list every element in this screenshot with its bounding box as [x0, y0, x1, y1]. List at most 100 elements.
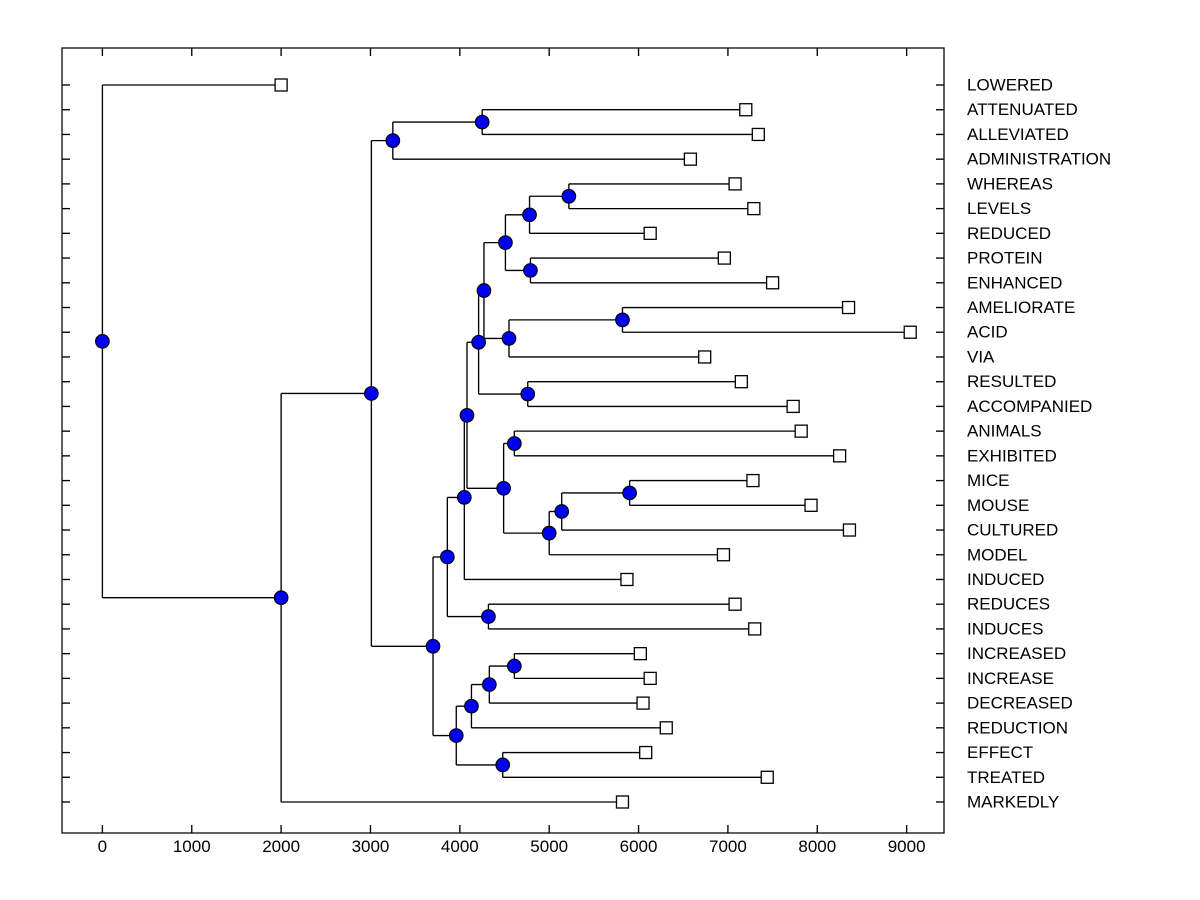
leaf-marker — [842, 523, 857, 537]
cluster-node-marker — [481, 677, 497, 692]
leaf-marker — [639, 745, 653, 760]
cluster-node-marker — [464, 698, 479, 714]
leaf-label: EFFECT — [967, 743, 1033, 762]
cluster-node-marker — [498, 235, 513, 250]
leaf-marker — [765, 276, 780, 290]
leaf-label: MOUSE — [967, 496, 1029, 515]
leaf-label: ACID — [967, 323, 1008, 342]
leaf-label: ADMINISTRATION — [967, 150, 1111, 169]
leaf-marker — [698, 350, 712, 364]
leaf-label: REDUCED — [967, 224, 1051, 243]
leaf-label: INDUCED — [967, 570, 1044, 589]
leaf-marker — [751, 127, 765, 142]
cluster-node-marker — [364, 386, 379, 401]
leaf-marker — [747, 201, 761, 216]
leaf-label: LEVELS — [967, 199, 1031, 218]
cluster-node-marker — [501, 331, 517, 346]
cluster-node-marker — [506, 436, 522, 451]
leaf-marker — [804, 498, 818, 512]
cluster-node-marker — [541, 525, 557, 541]
cluster-node-marker — [481, 609, 496, 624]
leaf-marker — [683, 152, 698, 166]
leaf-marker — [633, 647, 647, 661]
leaf-marker — [739, 103, 753, 117]
x-tick-label: 4000 — [441, 837, 479, 856]
leaf-label: ATTENUATED — [967, 100, 1078, 119]
leaf-marker — [903, 325, 917, 339]
leaf-marker — [615, 795, 630, 809]
cluster-node-marker — [496, 480, 511, 496]
x-tick-label: 8000 — [798, 837, 836, 856]
cluster-node-marker — [439, 549, 455, 565]
leaf-label: MODEL — [967, 545, 1027, 564]
x-tick-label: 1000 — [173, 837, 211, 856]
leaf-marker — [620, 572, 634, 587]
leaf-label: ALLEVIATED — [967, 125, 1069, 144]
leaf-marker — [746, 473, 760, 488]
leaf-label: CULTURED — [967, 521, 1058, 540]
cluster-node-marker — [506, 658, 522, 674]
leaf-label: INCREASE — [967, 669, 1054, 688]
leaf-marker — [841, 300, 856, 315]
leaf-label: VIA — [967, 347, 995, 366]
leaf-label: TREATED — [967, 768, 1045, 787]
cluster-node-marker — [561, 188, 577, 204]
cluster-node-marker — [448, 728, 464, 743]
cluster-node-marker — [385, 133, 401, 148]
x-tick-label: 2000 — [262, 837, 300, 856]
leaf-label: ENHANCED — [967, 273, 1062, 292]
cluster-node-marker — [459, 407, 475, 423]
leaf-label: ACCOMPANIED — [967, 397, 1092, 416]
cluster-node-marker — [273, 590, 289, 606]
leaf-marker — [748, 622, 762, 636]
cluster-node-marker — [495, 757, 511, 773]
cluster-node-marker — [615, 312, 630, 328]
leaf-label: WHEREAS — [967, 174, 1053, 193]
leaf-label: LOWERED — [967, 76, 1053, 95]
leaf-label: MARKEDLY — [967, 792, 1059, 811]
x-tick-label: 5000 — [530, 837, 568, 856]
leaf-marker — [794, 424, 808, 438]
leaf-label: EXHIBITED — [967, 446, 1057, 465]
leaf-marker — [643, 671, 657, 686]
axis-box — [61, 47, 945, 834]
leaf-marker — [728, 597, 742, 611]
leaf-label: ANIMALS — [967, 422, 1042, 441]
leaf-label: MICE — [967, 471, 1010, 490]
x-tick-label: 3000 — [352, 837, 390, 856]
leaf-marker — [760, 770, 774, 784]
leaf-label: INCREASED — [967, 644, 1066, 663]
leaf-marker — [717, 251, 731, 265]
cluster-node-marker — [95, 334, 110, 349]
leaf-marker — [786, 399, 800, 414]
x-tick-label: 9000 — [888, 837, 926, 856]
cluster-node-marker — [474, 114, 490, 130]
leaf-label: AMELIORATE — [967, 298, 1075, 317]
cluster-node-marker — [622, 485, 637, 501]
cluster-node-marker — [523, 263, 538, 278]
x-tick-label: 7000 — [709, 837, 747, 856]
leaf-marker — [734, 375, 748, 389]
leaf-marker — [659, 721, 673, 735]
leaf-marker — [728, 177, 742, 191]
cluster-node-marker — [522, 207, 537, 223]
leaf-marker — [832, 449, 847, 463]
cluster-node-marker — [456, 490, 472, 505]
cluster-node-marker — [476, 283, 492, 298]
cluster-node-marker — [520, 386, 536, 402]
leaf-marker — [636, 696, 650, 710]
leaf-label: INDUCES — [967, 619, 1044, 638]
cluster-node-marker — [425, 638, 441, 654]
leaf-label: PROTEIN — [967, 249, 1043, 268]
leaf-marker — [643, 226, 657, 240]
leaf-label: RESULTED — [967, 372, 1056, 391]
leaf-label: REDUCES — [967, 595, 1050, 614]
x-tick-label: 6000 — [620, 837, 658, 856]
leaf-label: REDUCTION — [967, 718, 1068, 737]
leaf-marker — [274, 78, 288, 92]
leaf-label: DECREASED — [967, 694, 1073, 713]
x-tick-label: 0 — [98, 837, 107, 856]
leaf-marker — [716, 548, 731, 562]
